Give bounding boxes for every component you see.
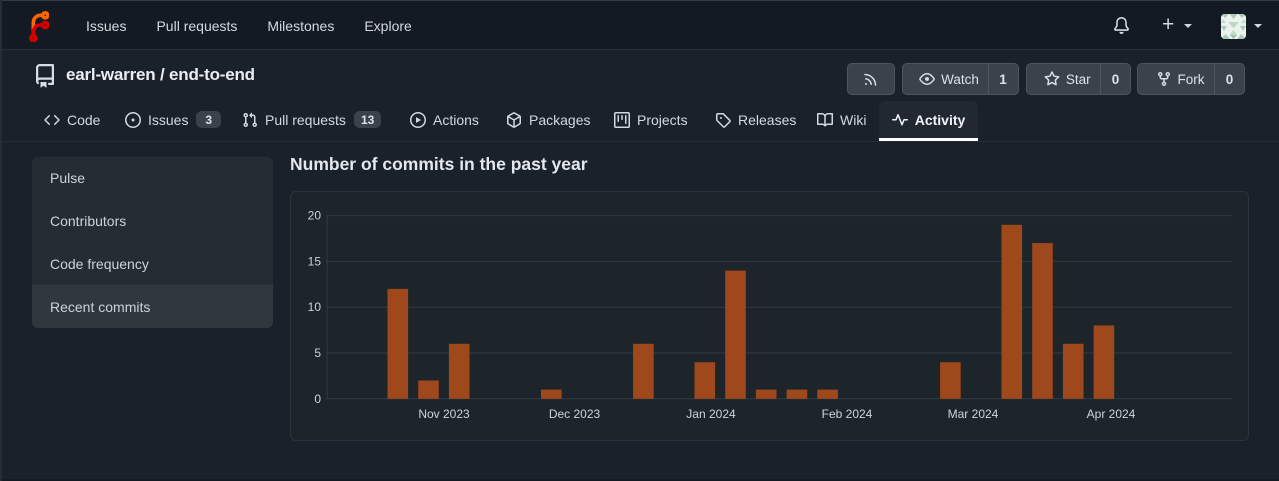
svg-text:Feb 2024: Feb 2024 [822,407,873,421]
svg-text:10: 10 [308,300,322,314]
svg-text:0: 0 [314,392,321,406]
svg-text:Apr 2024: Apr 2024 [1087,407,1136,421]
svg-text:15: 15 [308,254,322,268]
svg-text:Mar 2024: Mar 2024 [948,407,999,421]
svg-text:Nov 2023: Nov 2023 [418,407,470,421]
svg-text:Jan 2024: Jan 2024 [686,407,736,421]
svg-text:5: 5 [314,346,321,360]
svg-text:20: 20 [308,209,322,223]
svg-text:Dec 2023: Dec 2023 [549,407,601,421]
